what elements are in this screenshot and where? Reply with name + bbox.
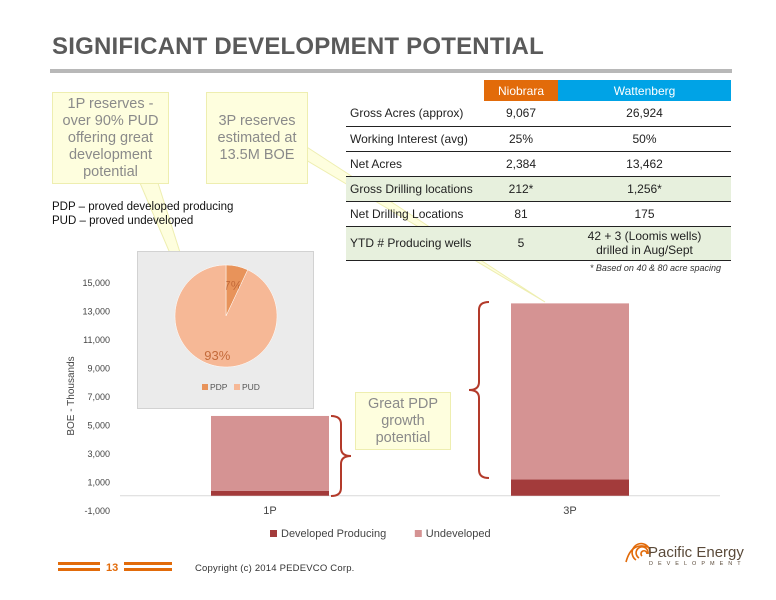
table-footnote: * Based on 40 & 80 acre spacing	[589, 263, 721, 273]
legend-swatch	[270, 530, 277, 537]
y-tick-label: -1,000	[84, 506, 110, 516]
callout-line: 13.5M BOE	[219, 146, 295, 163]
table-cell-wattenberg: 42 + 3 (Loomis wells) drilled in Aug/Sep…	[558, 226, 731, 261]
table-cell-label: Net Drilling Locations	[346, 201, 484, 227]
wells-table: Niobrara Wattenberg Gross Acres (approx)…	[346, 80, 731, 261]
table-cell-niobrara: 9,067	[484, 101, 558, 127]
table-row: YTD # Producing wells 5 42 + 3 (Loomis w…	[346, 226, 731, 261]
callout-line: 3P reserves	[218, 112, 296, 129]
pie-legend-swatch	[202, 384, 208, 390]
copyright: Copyright (c) 2014 PEDEVCO Corp.	[195, 563, 355, 574]
table-header-row: Niobrara Wattenberg	[346, 80, 731, 101]
table-cell-wattenberg: 26,924	[558, 101, 731, 127]
table-header-wattenberg: Wattenberg	[558, 80, 731, 101]
table-row: Net Acres 2,384 13,462	[346, 151, 731, 177]
table-cell-label: Gross Acres (approx)	[346, 101, 484, 127]
bracket-1p	[330, 415, 352, 497]
callout-line: development	[68, 146, 153, 163]
table-row: Gross Acres (approx) 9,067 26,924	[346, 101, 731, 127]
table-cell-line: 42 + 3 (Loomis wells)	[587, 229, 702, 243]
callout-1p-reserves: 1P reserves - over 90% PUD offering grea…	[52, 92, 169, 184]
bar-undeveloped	[511, 303, 629, 480]
table-cell-niobrara: 81	[484, 201, 558, 227]
bar-developed-producing	[511, 479, 629, 496]
table-row: Net Drilling Locations 81 175	[346, 201, 731, 227]
table-cell-wattenberg: 13,462	[558, 151, 731, 177]
table-cell-wattenberg: 1,256*	[558, 176, 731, 202]
table-cell-label: Gross Drilling locations	[346, 176, 484, 202]
table-header-niobrara: Niobrara	[484, 80, 558, 101]
pie-legend-swatch	[234, 384, 240, 390]
callout-line: Great PDP	[367, 395, 439, 412]
table-cell-niobrara: 25%	[484, 126, 558, 152]
legend-label: Developed Producing	[281, 528, 386, 540]
table-cell-label: Net Acres	[346, 151, 484, 177]
legend-swatch	[414, 530, 422, 537]
pie-data-label: 93%	[204, 348, 230, 363]
table-cell-label: Working Interest (avg)	[346, 126, 484, 152]
y-tick-label: 1,000	[87, 478, 110, 488]
page-number: 13	[106, 562, 119, 574]
definition-pdp: PDP – proved developed producing	[52, 201, 234, 213]
x-tick-label: 1P	[263, 505, 276, 517]
definition-pud: PUD – proved undeveloped	[52, 215, 194, 227]
table-cell-wattenberg: 175	[558, 201, 731, 227]
y-tick-label: 13,000	[82, 307, 110, 317]
pie-legend-label: PUD	[242, 382, 260, 392]
pie-slice-pud	[174, 264, 278, 368]
y-tick-label: 9,000	[87, 364, 110, 374]
logo-name: Pacific Energy	[648, 544, 744, 561]
pie-data-label: 7%	[223, 278, 242, 293]
y-tick-label: 3,000	[87, 449, 110, 459]
table-cell-wattenberg: 50%	[558, 126, 731, 152]
callout-line: potential	[375, 429, 431, 446]
y-tick-label: 15,000	[82, 278, 110, 288]
bar-developed-producing	[211, 490, 329, 496]
callout-line: potential	[83, 163, 138, 180]
callout-line: estimated at	[217, 129, 297, 146]
y-tick-label: 11,000	[83, 335, 110, 345]
y-tick-label: 7,000	[87, 392, 110, 402]
callout-line: over 90% PUD	[62, 112, 159, 129]
callout-line: 1P reserves -	[67, 95, 154, 112]
title-underline	[50, 69, 732, 73]
bracket-3p	[468, 301, 490, 479]
table-cell-line: drilled in Aug/Sept	[596, 243, 693, 257]
callout-3p-reserves: 3P reserves estimated at 13.5M BOE	[206, 92, 308, 184]
table-cell-niobrara: 212*	[484, 176, 558, 202]
pie-legend-label: PDP	[210, 382, 228, 392]
definitions: PDP – proved developed producing PUD – p…	[52, 200, 233, 228]
table-row: Gross Drilling locations 212* 1,256*	[346, 176, 731, 202]
table-row: Working Interest (avg) 25% 50%	[346, 126, 731, 152]
bar-undeveloped	[211, 415, 329, 491]
table-cell-niobrara: 2,384	[484, 151, 558, 177]
table-cell-niobrara: 5	[484, 226, 558, 261]
legend-label: Undeveloped	[426, 528, 491, 540]
x-tick-label: 3P	[563, 505, 576, 517]
callout-line: offering great	[67, 129, 154, 146]
slide-title: SIGNIFICANT DEVELOPMENT POTENTIAL	[52, 33, 544, 60]
y-tick-label: 5,000	[87, 421, 110, 431]
y-axis-label: BOE - Thousands	[66, 356, 77, 435]
callout-line: growth	[381, 412, 425, 429]
logo-subtitle: DEVELOPMENT	[649, 561, 746, 567]
callout-pdp-growth: Great PDP growth potential	[355, 392, 451, 450]
table-cell-label: YTD # Producing wells	[346, 226, 484, 261]
